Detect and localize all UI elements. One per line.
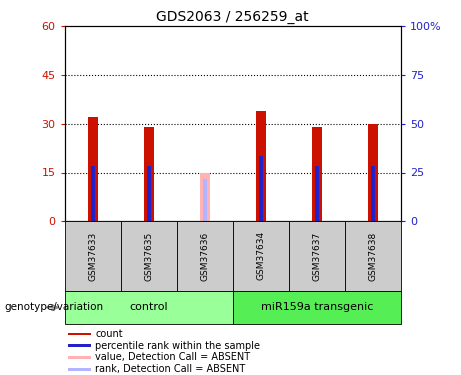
Title: GDS2063 / 256259_at: GDS2063 / 256259_at: [156, 10, 309, 24]
FancyBboxPatch shape: [233, 221, 289, 291]
Bar: [68, 368, 91, 370]
Text: GSM37638: GSM37638: [368, 231, 378, 280]
FancyBboxPatch shape: [233, 291, 401, 324]
Bar: [68, 333, 91, 335]
Bar: [203, 179, 207, 221]
FancyBboxPatch shape: [65, 291, 233, 324]
Text: control: control: [130, 303, 168, 312]
Bar: [68, 344, 91, 347]
Text: rank, Detection Call = ABSENT: rank, Detection Call = ABSENT: [95, 364, 245, 374]
Bar: [315, 166, 319, 221]
Bar: [91, 166, 95, 221]
Text: count: count: [95, 329, 123, 339]
Bar: [259, 156, 263, 221]
FancyBboxPatch shape: [65, 221, 121, 291]
Text: value, Detection Call = ABSENT: value, Detection Call = ABSENT: [95, 352, 250, 362]
Bar: [68, 356, 91, 359]
Text: GSM37637: GSM37637: [313, 231, 321, 280]
Text: miR159a transgenic: miR159a transgenic: [261, 303, 373, 312]
Text: GSM37633: GSM37633: [88, 231, 97, 280]
Text: GSM37634: GSM37634: [256, 231, 266, 280]
FancyBboxPatch shape: [345, 221, 401, 291]
FancyBboxPatch shape: [177, 221, 233, 291]
Bar: [200, 172, 210, 221]
Bar: [88, 117, 98, 221]
FancyBboxPatch shape: [121, 221, 177, 291]
Bar: [312, 127, 322, 221]
Text: percentile rank within the sample: percentile rank within the sample: [95, 341, 260, 351]
Bar: [147, 166, 151, 221]
Bar: [144, 127, 154, 221]
Bar: [368, 124, 378, 221]
Bar: [371, 166, 375, 221]
Text: genotype/variation: genotype/variation: [5, 303, 104, 312]
Text: GSM37635: GSM37635: [144, 231, 153, 280]
Bar: [256, 111, 266, 221]
FancyBboxPatch shape: [289, 221, 345, 291]
Text: GSM37636: GSM37636: [200, 231, 209, 280]
